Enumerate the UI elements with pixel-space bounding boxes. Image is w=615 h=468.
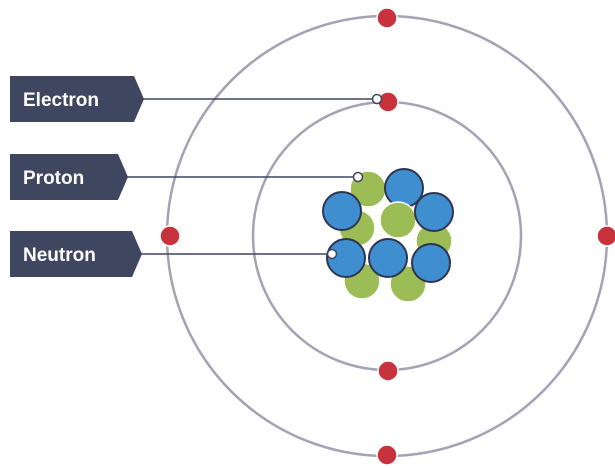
neutron-label: Neutron <box>10 231 142 277</box>
electron <box>376 7 398 29</box>
electron-leader-dot <box>371 93 383 105</box>
electron <box>377 360 399 382</box>
electron <box>159 225 181 247</box>
nucleus <box>322 168 454 303</box>
neutron-leader-dot <box>326 248 338 260</box>
electron <box>376 444 398 466</box>
electron-label: Electron <box>10 76 144 122</box>
proton-label: Proton <box>10 154 128 200</box>
outer-electron-shell <box>165 14 609 458</box>
proton-label-text: Proton <box>23 168 84 189</box>
electron <box>596 225 615 247</box>
proton <box>368 238 408 278</box>
neutron <box>379 201 417 239</box>
proton-leader-dot <box>352 171 364 183</box>
proton <box>414 192 454 232</box>
neutron-label-text: Neutron <box>23 245 96 266</box>
inner-electron-shell <box>251 100 523 372</box>
proton <box>411 243 451 283</box>
proton <box>326 238 366 278</box>
electron-label-text: Electron <box>23 90 99 111</box>
proton <box>322 191 362 231</box>
